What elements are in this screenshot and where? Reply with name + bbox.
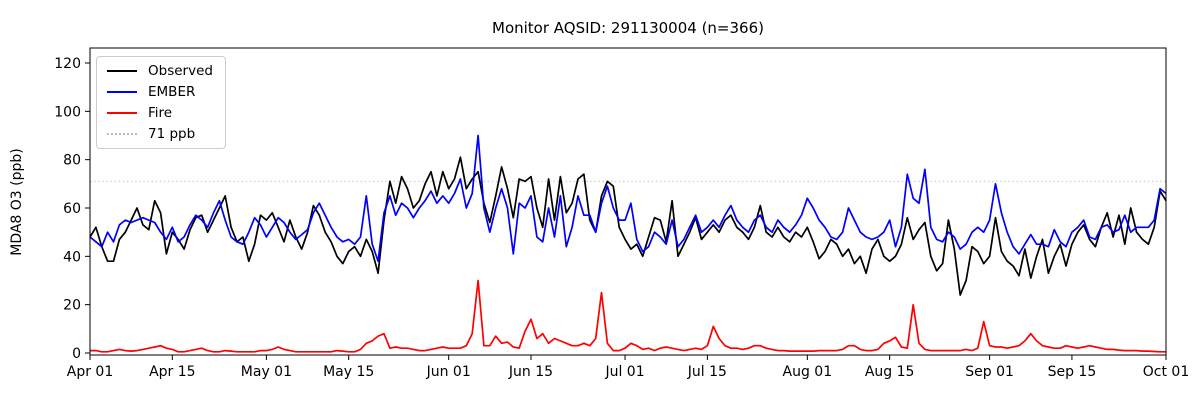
y-tick-label: 60 — [63, 201, 81, 217]
legend-label-threshold: 71 ppb — [148, 126, 196, 142]
y-tick-label: 40 — [63, 249, 81, 265]
x-tick-label: May 01 — [241, 364, 292, 380]
y-tick-label: 20 — [63, 298, 81, 314]
plot-border — [89, 47, 1167, 356]
y-tick-label: 0 — [72, 346, 81, 362]
legend-label-ember: EMBER — [148, 84, 196, 100]
x-tick-label: Sep 15 — [1048, 364, 1097, 380]
legend: Observed EMBER Fire 71 ppb — [96, 56, 226, 149]
x-tick-label: Jun 15 — [508, 364, 553, 380]
observed-line-swatch — [107, 70, 137, 72]
x-tick-label: Jun 01 — [426, 364, 471, 380]
legend-label-observed: Observed — [148, 63, 213, 79]
series-line-fire — [90, 279, 1166, 353]
series-line-observed — [89, 156, 1167, 296]
ember-line-swatch — [107, 91, 137, 93]
chart-title: Monitor AQSID: 291130004 (n=366) — [492, 19, 764, 37]
x-tick-label: Oct 01 — [1143, 364, 1189, 380]
legend-item-threshold: 71 ppb — [107, 127, 213, 141]
y-tick-label: 120 — [54, 56, 81, 72]
series-line-ember — [89, 134, 1167, 263]
y-tick-label: 80 — [63, 153, 81, 169]
threshold-line-swatch — [107, 133, 137, 135]
x-tick-label: Aug 01 — [783, 364, 833, 380]
legend-item-ember: EMBER — [107, 85, 213, 99]
x-tick-label: Apr 01 — [67, 364, 113, 380]
x-tick-label: Sep 01 — [965, 364, 1014, 380]
legend-label-fire: Fire — [148, 105, 173, 121]
fire-line-swatch — [107, 112, 137, 114]
x-tick-label: May 15 — [323, 364, 374, 380]
legend-item-observed: Observed — [107, 64, 213, 78]
x-tick-label: Jul 15 — [687, 364, 727, 380]
x-tick-label: Apr 15 — [149, 364, 195, 380]
x-tick-label: Jul 01 — [604, 364, 644, 380]
legend-item-fire: Fire — [107, 106, 213, 120]
x-tick-label: Aug 15 — [865, 364, 915, 380]
y-tick-label: 100 — [54, 104, 81, 120]
